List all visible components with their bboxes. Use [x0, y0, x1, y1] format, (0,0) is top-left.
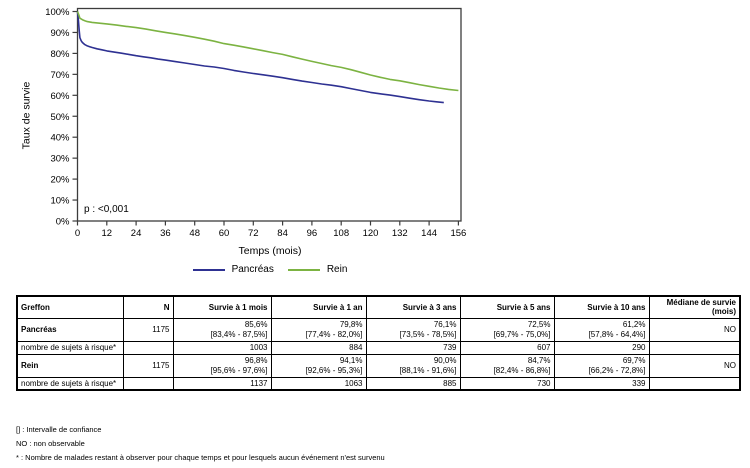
y-tick-label: 70%	[50, 70, 70, 81]
plot-area: 0% 10% 20% 30% 40% 50% 60% 70% 80% 90% 100% 0 12 24 36…	[45, 7, 466, 239]
x-tick-label: 108	[333, 228, 349, 239]
x-tick-label: 144	[421, 228, 437, 239]
legend-line-icon	[192, 268, 225, 271]
y-tick-label: 10%	[50, 196, 70, 207]
plot-border	[76, 7, 462, 222]
column-header-survie-a-1-mois: Survie à 1 mois	[172, 295, 272, 319]
y-tick-label: 40%	[50, 133, 70, 144]
x-tick-label: 72	[248, 228, 259, 239]
column-header-n: N	[122, 295, 174, 319]
column-header-survie-a-1-an: Survie à 1 an	[270, 295, 367, 319]
median-value	[648, 376, 741, 391]
median-value: NO	[648, 353, 741, 378]
at-risk-value: 884	[270, 340, 367, 355]
row-label: Rein	[16, 353, 124, 378]
row-label: Pancréas	[16, 317, 124, 342]
y-tick-label: 30%	[50, 154, 70, 165]
survival-value: 61,2% [57,8% - 64,4%]	[553, 317, 650, 342]
survival-value: 72,5% [69,7% - 75,0%]	[459, 317, 555, 342]
x-tick-label: 132	[392, 228, 408, 239]
survival-value: 79,8% [77,4% - 82,0%]	[270, 317, 367, 342]
x-tick-label: 60	[219, 228, 230, 239]
x-tick-label: 48	[189, 228, 200, 239]
y-tick-label: 60%	[50, 91, 70, 102]
median-value: NO	[648, 317, 741, 342]
x-axis-title: Temps (mois)	[238, 245, 302, 257]
x-tick-label: 12	[102, 228, 113, 239]
y-tick-label: 0%	[56, 217, 70, 228]
survival-value: 85,6% [83,4% - 87,5%]	[172, 317, 272, 342]
at-risk-value: 739	[365, 340, 461, 355]
x-tick-label: 96	[307, 228, 318, 239]
x-tick-label: 84	[277, 228, 288, 239]
x-tick-label: 36	[160, 228, 171, 239]
footnote-confidence-interval: [] : Intervalle de confiance	[16, 425, 102, 434]
column-header-mediane-de-survie-(mois): Médiane de survie (mois)	[648, 295, 741, 319]
n-value: 1175	[122, 353, 174, 378]
legend-item-rein: Rein	[287, 264, 348, 275]
table-header-row: Greffon N Survie à 1 mois Survie à 1 an Surv…	[16, 295, 741, 319]
table-row-rein: Rein 1175 96,8% [95,6% - 97,6%] 94,1% [92,6% …	[16, 353, 741, 378]
column-header-survie-a-3-ans: Survie à 3 ans	[365, 295, 461, 319]
column-header-greffon: Greffon	[16, 295, 124, 319]
column-header-survie-a-5-ans: Survie à 5 ans	[459, 295, 555, 319]
footnote-at-risk: * : Nombre de malades restant à observer…	[16, 453, 385, 462]
y-tick-label: 80%	[50, 49, 70, 60]
survival-value: 84,7% [82,4% - 86,8%]	[459, 353, 555, 378]
results-table-wrap: Greffon N Survie à 1 mois Survie à 1 an Surv…	[16, 295, 741, 391]
table-row-pancreas: Pancréas 1175 85,6% [83,4% - 87,5%] 79,8% [77…	[16, 317, 741, 342]
y-tick-label: 100%	[45, 7, 70, 18]
at-risk-value: 1137	[172, 376, 272, 391]
legend-label: Rein	[326, 264, 348, 275]
legend-item-pancreas: Pancréas	[192, 264, 274, 275]
at-risk-value: 290	[553, 340, 650, 355]
survival-curve-rein	[76, 11, 459, 92]
y-tick-label: 20%	[50, 175, 70, 186]
x-tick-label: 120	[363, 228, 379, 239]
y-tick-label: 50%	[50, 112, 70, 123]
y-tick-label: 90%	[50, 28, 70, 39]
at-risk-value: 339	[553, 376, 650, 391]
survival-chart: Taux de survie 0% 10% 20% 30% 40% 50% 60% 70% 80…	[0, 0, 490, 290]
x-tick-label: 24	[131, 228, 142, 239]
p-value-annotation: p : <0,001	[84, 204, 129, 215]
results-table: Greffon N Survie à 1 mois Survie à 1 an Surv…	[16, 295, 741, 391]
x-tick-label: 156	[450, 228, 466, 239]
at-risk-value: 730	[459, 376, 555, 391]
survival-curve-pancreas	[76, 11, 444, 104]
at-risk-value: 1063	[270, 376, 367, 391]
table-row-nombre-de-sujets-a-risque*: nombre de sujets à risque* 1137 1063 885 730…	[16, 376, 741, 391]
at-risk-value: 885	[365, 376, 461, 391]
x-tick-label: 0	[75, 228, 80, 239]
survival-value: 94,1% [92,6% - 95,3%]	[270, 353, 367, 378]
at-risk-value: 1003	[172, 340, 272, 355]
legend-line-icon	[287, 268, 320, 271]
survival-value: 69,7% [66,2% - 72,8%]	[553, 353, 650, 378]
footnote-not-observable: NO : non observable	[16, 439, 85, 448]
survival-value: 90,0% [88,1% - 91,6%]	[365, 353, 461, 378]
n-value	[122, 376, 174, 391]
survival-value: 76,1% [73,5% - 78,5%]	[365, 317, 461, 342]
survival-value: 96,8% [95,6% - 97,6%]	[172, 353, 272, 378]
chart-legend: Pancréas Rein	[78, 264, 462, 275]
row-label: nombre de sujets à risque*	[16, 340, 124, 355]
n-value: 1175	[122, 317, 174, 342]
at-risk-value: 607	[459, 340, 555, 355]
median-value	[648, 340, 741, 355]
n-value	[122, 340, 174, 355]
legend-label: Pancréas	[231, 264, 274, 275]
footnotes: [] : Intervalle de confiance NO : non ob…	[16, 426, 385, 468]
column-header-survie-a-10-ans: Survie à 10 ans	[553, 295, 650, 319]
table-row-nombre-de-sujets-a-risque*: nombre de sujets à risque* 1003 884 739 607 2…	[16, 340, 741, 355]
row-label: nombre de sujets à risque*	[16, 376, 124, 391]
